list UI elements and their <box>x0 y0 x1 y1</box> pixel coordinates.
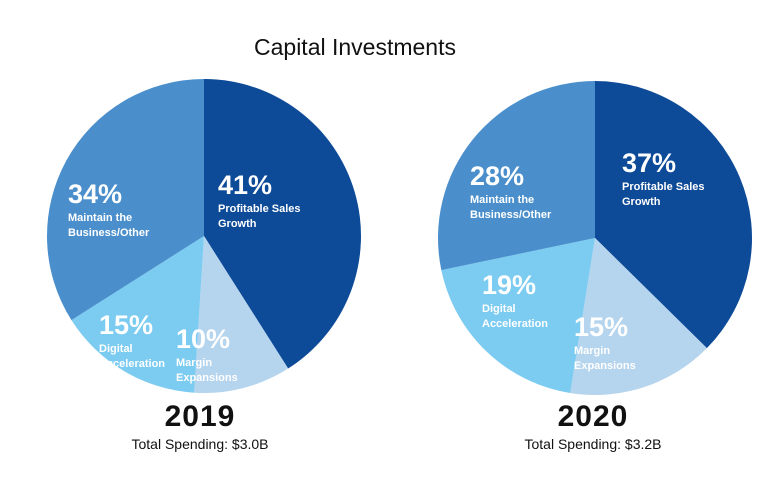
data-label-2020-margin-expansions: 15% <box>574 312 628 342</box>
slice-2020-digital-acceleration <box>441 238 595 394</box>
data-label-2019-maintain-business-other: 34% <box>68 179 122 209</box>
category-label-2020-margin-expansions-1: Expansions <box>574 360 636 372</box>
total-spending-2019: Total Spending: $3.0B <box>131 436 269 452</box>
category-label-2019-margin-expansions-1: Expansions <box>176 372 238 384</box>
data-label-2019-digital-acceleration: 15% <box>99 310 153 340</box>
slice-2019-profitable-sales-growth <box>204 79 361 369</box>
category-label-2020-margin-expansions-0: Margin <box>574 345 610 357</box>
year-label-2019: 2019 <box>164 400 236 433</box>
data-label-2019-margin-expansions: 10% <box>176 324 230 354</box>
category-label-2020-maintain-business-other-1: Business/Other <box>470 209 552 221</box>
data-label-2019-profitable-sales-growth: 41% <box>218 170 272 200</box>
slice-2020-margin-expansions <box>570 238 707 396</box>
slice-2020-profitable-sales-growth <box>595 81 752 349</box>
category-label-2019-digital-acceleration-0: Digital <box>99 343 133 355</box>
total-spending-2020: Total Spending: $3.2B <box>524 436 662 452</box>
year-label-2020: 2020 <box>557 400 629 433</box>
category-label-2020-digital-acceleration-1: Acceleration <box>482 318 548 330</box>
category-label-2019-digital-acceleration-1: Acceleration <box>99 358 165 370</box>
slice-2019-digital-acceleration <box>71 236 204 393</box>
slice-2019-maintain-business-other <box>47 79 204 321</box>
data-label-2020-digital-acceleration: 19% <box>482 270 536 300</box>
chart-title: Capital Investments <box>254 34 456 60</box>
category-label-2019-maintain-business-other-0: Maintain the <box>68 212 132 224</box>
category-label-2019-maintain-business-other-1: Business/Other <box>68 227 150 239</box>
category-label-2020-profitable-sales-growth-0: Profitable Sales <box>622 181 705 193</box>
data-label-2020-profitable-sales-growth: 37% <box>622 148 676 178</box>
category-label-2019-profitable-sales-growth-0: Profitable Sales <box>218 203 301 215</box>
category-label-2019-profitable-sales-growth-1: Growth <box>218 218 257 230</box>
slice-2019-margin-expansions <box>194 236 289 393</box>
category-label-2020-profitable-sales-growth-1: Growth <box>622 196 661 208</box>
category-label-2019-margin-expansions-0: Margin <box>176 357 212 369</box>
data-label-2020-maintain-business-other: 28% <box>470 161 524 191</box>
slice-2020-maintain-business-other <box>438 81 595 271</box>
category-label-2020-maintain-business-other-0: Maintain the <box>470 194 534 206</box>
category-label-2020-digital-acceleration-0: Digital <box>482 303 516 315</box>
